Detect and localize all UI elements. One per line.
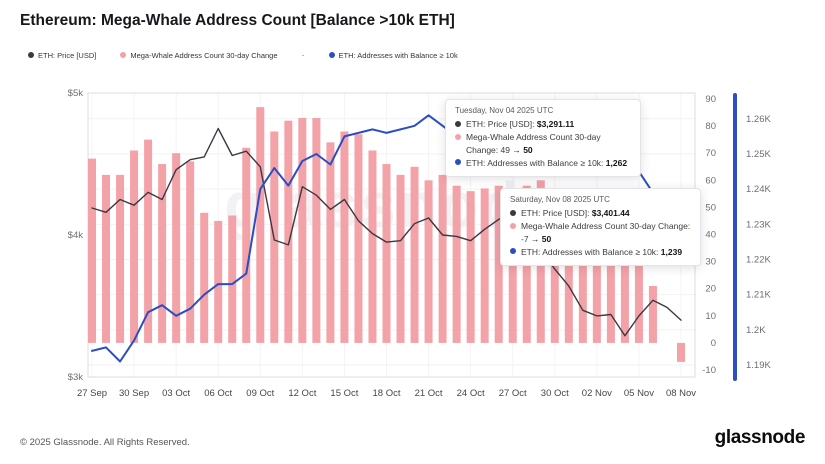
legend-item-bars[interactable]: Mega-Whale Address Count 30-day Change <box>120 50 278 60</box>
svg-text:20: 20 <box>705 284 716 295</box>
svg-text:$4k: $4k <box>68 230 84 241</box>
tooltip-row-text: ETH: Addresses with Balance ≥ 10k: 1,262 <box>466 157 628 168</box>
legend: ETH: Price [USD] Mega-Whale Address Count… <box>28 50 458 60</box>
tooltip-row-text: ETH: Price [USD]: $3,291.11 <box>466 119 575 129</box>
svg-text:1.25K: 1.25K <box>746 149 771 160</box>
legend-item-label: Mega-Whale Address Count 30-day Change <box>130 50 278 60</box>
tooltip-row-text: ETH: Price [USD]: $3,401.44 <box>521 208 630 218</box>
legend-item-label: ETH: Addresses with Balance ≥ 10k <box>338 50 458 60</box>
svg-text:15 Oct: 15 Oct <box>330 388 358 399</box>
legend-separator-dash: - <box>301 50 305 60</box>
tooltip-nov08: Saturday, Nov 08 2025 UTC ETH: Price [US… <box>500 188 701 267</box>
svg-text:70: 70 <box>705 148 716 159</box>
svg-text:1.19K: 1.19K <box>746 360 771 371</box>
svg-text:90: 90 <box>705 94 716 105</box>
svg-text:08 Nov: 08 Nov <box>666 388 696 399</box>
tooltip-row-bars: Mega-Whale Address Count 30-day Change: … <box>455 131 631 156</box>
tooltip-row-text: ETH: Addresses with Balance ≥ 10k: 1,239 <box>521 246 683 257</box>
tooltip-row-text: Mega-Whale Address Count 30-day Change: … <box>521 221 691 244</box>
svg-text:12 Oct: 12 Oct <box>288 388 316 399</box>
svg-text:-10: -10 <box>702 365 716 376</box>
tooltip-row-addresses: ETH: Addresses with Balance ≥ 10k: 1,239 <box>510 246 691 258</box>
svg-text:$5k: $5k <box>68 88 84 99</box>
svg-text:27 Oct: 27 Oct <box>499 388 527 399</box>
tooltip-row-addresses: ETH: Addresses with Balance ≥ 10k: 1,262 <box>455 157 631 169</box>
svg-text:10: 10 <box>705 311 716 322</box>
svg-text:40: 40 <box>705 230 716 241</box>
svg-text:27 Sep: 27 Sep <box>77 388 107 399</box>
svg-text:21 Oct: 21 Oct <box>415 388 443 399</box>
bars-dot-icon <box>510 222 516 229</box>
svg-text:1.22K: 1.22K <box>746 254 771 265</box>
svg-text:30 Oct: 30 Oct <box>541 388 569 399</box>
svg-text:0: 0 <box>711 338 716 349</box>
svg-text:50: 50 <box>705 202 716 213</box>
legend-item-price[interactable]: ETH: Price [USD] <box>28 51 96 60</box>
tooltip-row-text: Mega-Whale Address Count 30-day Change: … <box>466 132 601 155</box>
price-dot-icon <box>455 120 461 127</box>
svg-text:30 Sep: 30 Sep <box>119 388 149 399</box>
svg-text:60: 60 <box>705 175 716 186</box>
svg-text:09 Oct: 09 Oct <box>246 388 274 399</box>
svg-text:30: 30 <box>705 257 716 268</box>
svg-text:1.24K: 1.24K <box>746 184 771 195</box>
tooltip-row-bars: Mega-Whale Address Count 30-day Change: … <box>510 220 691 245</box>
svg-text:05 Nov: 05 Nov <box>624 388 654 399</box>
addresses-dot-icon <box>510 248 516 255</box>
tooltip-rows: ETH: Price [USD]: $3,291.11 Mega-Whale Ad… <box>455 118 631 169</box>
tooltip-date: Tuesday, Nov 04 2025 UTC <box>455 106 554 115</box>
legend-item-label: ETH: Price [USD] <box>38 50 97 60</box>
svg-text:1.23K: 1.23K <box>746 219 771 230</box>
tooltip-date: Saturday, Nov 08 2025 UTC <box>510 195 610 204</box>
bars-legend-dot-icon <box>120 52 127 58</box>
price-legend-dot-icon <box>28 52 34 58</box>
tooltip-rows: ETH: Price [USD]: $3,401.44 Mega-Whale Ad… <box>510 207 691 258</box>
addresses-dot-icon <box>455 159 461 166</box>
copyright-text: © 2025 Glassnode. All Rights Reserved. <box>20 437 190 448</box>
price-dot-icon <box>510 209 516 216</box>
page-title: Ethereum: Mega-Whale Address Count [Bala… <box>20 12 455 29</box>
glassnode-logo: glassnode <box>714 427 806 448</box>
svg-text:24 Oct: 24 Oct <box>457 388 485 399</box>
svg-text:18 Oct: 18 Oct <box>373 388 401 399</box>
bars-dot-icon <box>455 133 461 140</box>
tooltip-row-price: ETH: Price [USD]: $3,401.44 <box>510 207 691 219</box>
svg-text:$3k: $3k <box>68 372 84 383</box>
svg-text:80: 80 <box>705 121 716 132</box>
tooltip-nov04: Tuesday, Nov 04 2025 UTC ETH: Price [USD… <box>445 99 641 178</box>
tooltip-row-price: ETH: Price [USD]: $3,291.11 <box>455 118 631 130</box>
svg-text:1.21K: 1.21K <box>746 290 771 301</box>
addresses-legend-dot-icon <box>328 52 335 58</box>
svg-text:06 Oct: 06 Oct <box>204 388 232 399</box>
svg-text:03 Oct: 03 Oct <box>162 388 190 399</box>
svg-text:1.26K: 1.26K <box>746 114 771 125</box>
legend-item-addresses[interactable]: ETH: Addresses with Balance ≥ 10k <box>328 50 458 60</box>
svg-text:1.2K: 1.2K <box>746 325 766 336</box>
svg-text:02 Nov: 02 Nov <box>582 388 612 399</box>
